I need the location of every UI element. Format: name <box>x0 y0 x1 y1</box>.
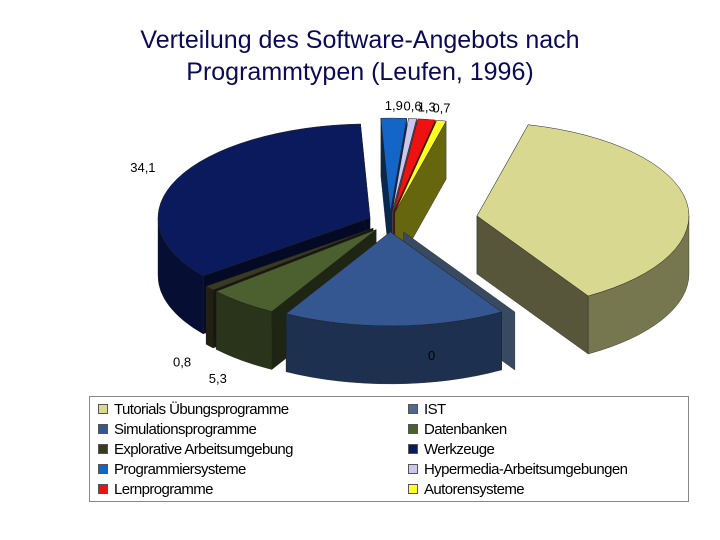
data-label-programmiersysteme: 1,9 <box>385 98 403 113</box>
data-label-lernprogramme: 1,3 <box>418 99 436 114</box>
legend-item-tutorials-uebungsprogramme: Tutorials Übungsprogramme <box>98 399 289 419</box>
legend-item-autorensysteme: Autorensysteme <box>408 479 525 499</box>
legend-swatch <box>408 464 418 474</box>
legend-label: IST <box>424 400 446 418</box>
legend-item-ist: IST <box>408 399 446 419</box>
legend-item-lernprogramme: Lernprogramme <box>98 479 214 499</box>
data-label-hypermedia-arbeitsumgebungen: 0,6 <box>404 99 422 114</box>
legend-label: Lernprogramme <box>114 480 214 498</box>
legend-item-programmiersysteme: Programmiersysteme <box>98 459 246 479</box>
pie-slice-tutorials-uebungsprogramme <box>476 123 690 355</box>
pie-chart: 016,65,30,834,11,90,61,30,7 <box>130 98 690 386</box>
legend-item-simulationsprogramme: Simulationsprogramme <box>98 419 257 439</box>
legend-swatch <box>408 444 418 454</box>
legend-swatch <box>98 464 108 474</box>
legend-label: Simulationsprogramme <box>114 420 257 438</box>
legend-label: Werkzeuge <box>424 440 495 458</box>
data-label-autorensysteme: 0,7 <box>432 101 450 116</box>
legend-swatch <box>408 404 418 414</box>
data-label-werkzeuge: 34,1 <box>130 160 155 175</box>
data-label-explorative-arbeitsumgebung: 0,8 <box>173 354 191 369</box>
chart-title-line-1: Verteilung des Software-Angebots nach <box>140 26 580 54</box>
pie-slice-simulationsprogramme <box>285 231 503 385</box>
chart-title-line-2: Programmtypen (Leufen, 1996) <box>186 58 534 86</box>
legend-swatch <box>98 424 108 434</box>
legend-label: Explorative Arbeitsumgebung <box>114 440 294 458</box>
legend-label: Programmiersysteme <box>114 460 246 478</box>
legend-swatch <box>408 484 418 494</box>
legend-swatch <box>98 404 108 414</box>
legend-item-werkzeuge: Werkzeuge <box>408 439 495 459</box>
legend-label: Tutorials Übungsprogramme <box>114 400 289 418</box>
legend-swatch <box>98 444 108 454</box>
data-label-ist: 0 <box>428 348 435 363</box>
pie-slice-autorensysteme <box>394 119 447 272</box>
legend-item-hypermedia-arbeitsumgebungen: Hypermedia-Arbeitsumgebungen <box>408 459 628 479</box>
chart-title: Verteilung des Software-Angebots nach Pr… <box>0 24 720 88</box>
legend-item-datenbanken: Datenbanken <box>408 419 507 439</box>
legend-label: Datenbanken <box>424 420 507 438</box>
data-label-datenbanken: 5,3 <box>209 371 227 386</box>
chart-legend: Tutorials Übungsprogramme IST Simulationsp… <box>89 396 689 502</box>
legend-item-explorative-arbeitsumgebung: Explorative Arbeitsumgebung <box>98 439 294 459</box>
legend-swatch <box>98 484 108 494</box>
legend-label: Hypermedia-Arbeitsumgebungen <box>424 460 628 478</box>
legend-label: Autorensysteme <box>424 480 525 498</box>
legend-swatch <box>408 424 418 434</box>
